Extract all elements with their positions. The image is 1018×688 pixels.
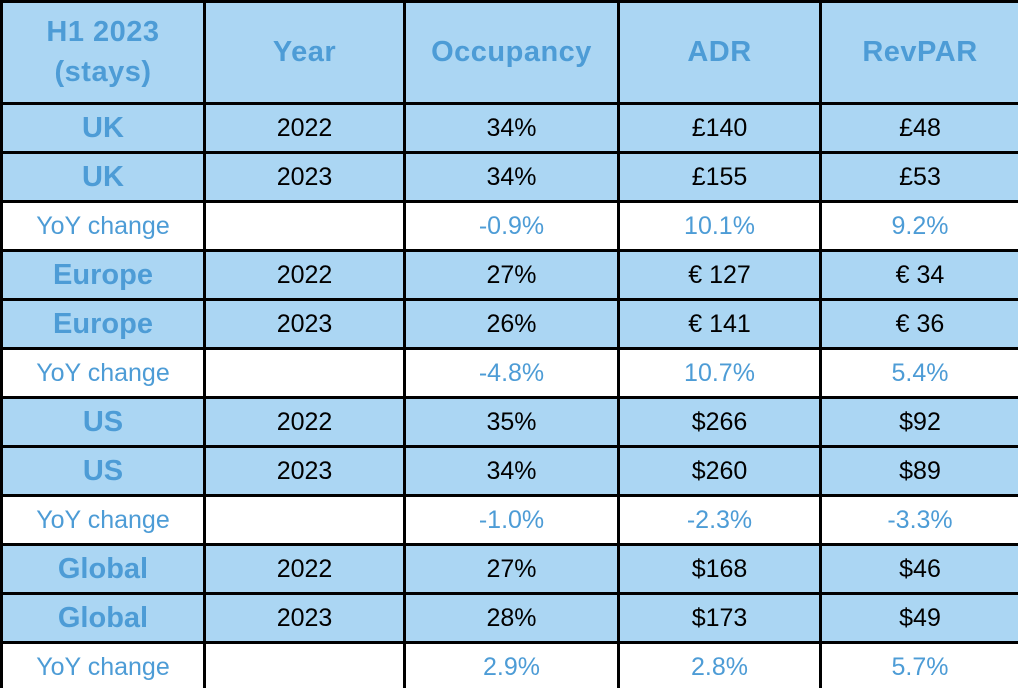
yoy-change-row: YoY change -1.0% -2.3% -3.3%: [0, 494, 1018, 546]
header-row: H1 2023 (stays) Year Occupancy ADR RevPA…: [0, 0, 1018, 105]
revpar-cell: 5.7%: [819, 641, 1018, 688]
revpar-cell: $49: [819, 592, 1018, 644]
occupancy-cell: 26%: [403, 298, 620, 350]
adr-cell: 10.7%: [617, 347, 822, 399]
occupancy-cell: 28%: [403, 592, 620, 644]
year-cell: 2023: [203, 592, 406, 644]
occupancy-cell: 34%: [403, 151, 620, 203]
region-cell: YoY change: [0, 641, 206, 688]
revpar-cell: $92: [819, 396, 1018, 448]
table-row: Europe 2023 26% € 141 € 36: [0, 298, 1018, 350]
year-cell: 2022: [203, 249, 406, 301]
table-row: US 2022 35% $266 $92: [0, 396, 1018, 448]
revpar-cell: $89: [819, 445, 1018, 497]
revpar-cell: 5.4%: [819, 347, 1018, 399]
occupancy-cell: 27%: [403, 543, 620, 595]
table-title-line2: (stays): [54, 55, 152, 88]
occupancy-cell: 2.9%: [403, 641, 620, 688]
table-row: Global 2022 27% $168 $46: [0, 543, 1018, 595]
header-cell-title: H1 2023 (stays): [0, 0, 206, 105]
year-cell: 2022: [203, 396, 406, 448]
adr-cell: $260: [617, 445, 822, 497]
region-cell: UK: [0, 102, 206, 154]
occupancy-cell: -0.9%: [403, 200, 620, 252]
adr-cell: £140: [617, 102, 822, 154]
year-cell: [203, 347, 406, 399]
adr-cell: $168: [617, 543, 822, 595]
region-cell: Global: [0, 543, 206, 595]
header-cell-occupancy: Occupancy: [403, 0, 620, 105]
table-title-line1: H1 2023: [46, 16, 160, 49]
occupancy-cell: 34%: [403, 102, 620, 154]
header-cell-year: Year: [203, 0, 406, 105]
region-cell: UK: [0, 151, 206, 203]
occupancy-cell: 35%: [403, 396, 620, 448]
revpar-cell: -3.3%: [819, 494, 1018, 546]
year-cell: [203, 494, 406, 546]
yoy-change-row: YoY change -0.9% 10.1% 9.2%: [0, 200, 1018, 252]
occupancy-cell: -4.8%: [403, 347, 620, 399]
year-cell: 2022: [203, 102, 406, 154]
region-cell: YoY change: [0, 494, 206, 546]
yoy-change-row: YoY change -4.8% 10.7% 5.4%: [0, 347, 1018, 399]
table-row: UK 2022 34% £140 £48: [0, 102, 1018, 154]
adr-cell: $266: [617, 396, 822, 448]
year-cell: 2023: [203, 445, 406, 497]
header-cell-adr: ADR: [617, 0, 822, 105]
yoy-change-row: YoY change 2.9% 2.8% 5.7%: [0, 641, 1018, 688]
revpar-cell: $46: [819, 543, 1018, 595]
adr-cell: -2.3%: [617, 494, 822, 546]
revpar-cell: 9.2%: [819, 200, 1018, 252]
region-cell: US: [0, 396, 206, 448]
year-cell: 2023: [203, 151, 406, 203]
adr-cell: 10.1%: [617, 200, 822, 252]
adr-cell: $173: [617, 592, 822, 644]
revpar-cell: £48: [819, 102, 1018, 154]
table-row: UK 2023 34% £155 £53: [0, 151, 1018, 203]
year-cell: [203, 641, 406, 688]
year-cell: 2023: [203, 298, 406, 350]
region-cell: YoY change: [0, 200, 206, 252]
region-cell: Global: [0, 592, 206, 644]
revpar-cell: € 34: [819, 249, 1018, 301]
adr-cell: € 141: [617, 298, 822, 350]
region-cell: YoY change: [0, 347, 206, 399]
adr-cell: 2.8%: [617, 641, 822, 688]
adr-cell: £155: [617, 151, 822, 203]
occupancy-cell: 34%: [403, 445, 620, 497]
revpar-cell: £53: [819, 151, 1018, 203]
year-cell: [203, 200, 406, 252]
region-cell: Europe: [0, 298, 206, 350]
adr-cell: € 127: [617, 249, 822, 301]
region-cell: US: [0, 445, 206, 497]
occupancy-cell: -1.0%: [403, 494, 620, 546]
occupancy-cell: 27%: [403, 249, 620, 301]
region-cell: Europe: [0, 249, 206, 301]
table-row: Europe 2022 27% € 127 € 34: [0, 249, 1018, 301]
table-row: Global 2023 28% $173 $49: [0, 592, 1018, 644]
year-cell: 2022: [203, 543, 406, 595]
table-row: US 2023 34% $260 $89: [0, 445, 1018, 497]
revpar-cell: € 36: [819, 298, 1018, 350]
header-cell-revpar: RevPAR: [819, 0, 1018, 105]
table-body: UK 2022 34% £140 £48 UK 2023 34% £155 £53 YoY chan…: [0, 102, 1018, 688]
